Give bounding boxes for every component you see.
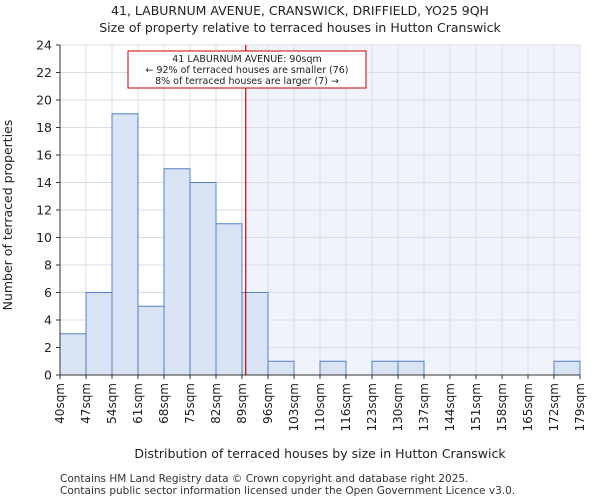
footer-copyright: Contains HM Land Registry data © Crown c…: [60, 473, 469, 485]
chart-subtitle: Size of property relative to terraced ho…: [99, 20, 501, 35]
histogram-bar: [137, 305, 165, 376]
y-tick-label: 14: [36, 175, 52, 190]
x-tick-label: 89sqm: [235, 383, 249, 424]
x-tick-label: 61sqm: [131, 383, 145, 424]
y-tick-label: 8: [44, 258, 52, 273]
y-axis-label: Number of terraced properties: [0, 120, 15, 311]
histogram-bar: [189, 182, 217, 376]
x-tick-label: 123sqm: [365, 383, 379, 431]
y-tick-label: 22: [36, 65, 52, 80]
histogram-bar: [111, 113, 139, 376]
histogram-bar: [553, 360, 581, 376]
histogram-bar: [215, 223, 243, 376]
footer-licence: Contains public sector information licen…: [60, 485, 516, 497]
property-annotation: 41 LABURNUM AVENUE: 90sqm ← 92% of terra…: [127, 50, 367, 89]
x-tick-label: 137sqm: [417, 383, 431, 431]
y-tick-label: 0: [44, 368, 52, 383]
x-tick-label: 130sqm: [391, 383, 405, 431]
y-tick-label: 24: [36, 38, 52, 53]
histogram-bar: [85, 292, 113, 376]
chart-title: 41, LABURNUM AVENUE, CRANSWICK, DRIFFIEL…: [111, 3, 489, 18]
x-tick-label: 54sqm: [105, 383, 119, 424]
histogram-bar: [371, 360, 399, 376]
annotation-line-1: 41 LABURNUM AVENUE: 90sqm: [172, 54, 321, 65]
y-tick-label: 12: [36, 203, 52, 218]
x-tick-label: 40sqm: [53, 383, 67, 424]
histogram-bar: [319, 360, 347, 376]
y-tick-label: 20: [36, 93, 52, 108]
x-tick-label: 151sqm: [469, 383, 483, 431]
x-tick-label: 144sqm: [443, 383, 457, 431]
y-tick-label: 4: [44, 313, 52, 328]
annotation-line-2: ← 92% of terraced houses are smaller (76…: [145, 65, 348, 76]
x-tick-label: 75sqm: [183, 383, 197, 424]
y-tick-label: 2: [44, 340, 52, 355]
y-tick-label: 16: [36, 148, 52, 163]
x-tick-label: 82sqm: [209, 383, 223, 424]
x-tick-label: 103sqm: [287, 383, 301, 431]
y-tick-label: 6: [44, 285, 52, 300]
histogram-bar: [163, 168, 191, 376]
annotation-line-3: 8% of terraced houses are larger (7) →: [155, 76, 339, 87]
x-tick-label: 179sqm: [573, 383, 587, 431]
x-axis-label: Distribution of terraced houses by size …: [134, 446, 506, 461]
x-tick-label: 116sqm: [339, 383, 353, 431]
histogram-bar: [59, 333, 87, 376]
histogram-bar: [397, 360, 425, 376]
x-tick-label: 165sqm: [521, 383, 535, 431]
x-tick-label: 158sqm: [495, 383, 509, 431]
histogram-bar: [267, 360, 295, 376]
x-tick-label: 110sqm: [313, 383, 327, 431]
x-tick-label: 96sqm: [261, 383, 275, 424]
y-tick-label: 10: [36, 230, 52, 245]
x-tick-label: 68sqm: [157, 383, 171, 424]
x-tick-label: 47sqm: [79, 383, 93, 424]
y-tick-label: 18: [36, 120, 52, 135]
x-tick-label: 172sqm: [547, 383, 561, 431]
annotation-box: [127, 50, 367, 89]
